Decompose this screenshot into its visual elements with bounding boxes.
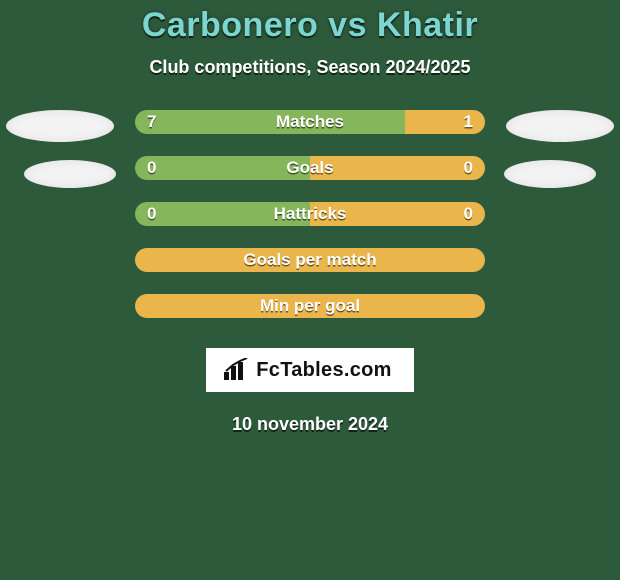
stat-row-goals-per-match: Goals per match (135, 248, 485, 272)
bars-icon (224, 358, 250, 380)
value-right: 0 (464, 202, 473, 226)
stat-rows: 7 Matches 1 0 Goals 0 0 Hattricks 0 (135, 110, 485, 318)
footer: FcTables.com 10 november 2024 (0, 340, 620, 435)
value-right: 0 (464, 156, 473, 180)
bar-left (135, 110, 405, 134)
value-left: 0 (147, 156, 156, 180)
bar-right (310, 156, 485, 180)
row-label: Matches (276, 110, 344, 134)
flag-oval-right-2 (504, 160, 596, 188)
flag-oval-left-1 (6, 110, 114, 142)
row-label: Min per goal (260, 294, 360, 318)
value-left: 7 (147, 110, 156, 134)
branding-text: FcTables.com (256, 359, 392, 381)
value-right: 1 (464, 110, 473, 134)
row-label: Goals per match (243, 248, 376, 272)
page-title: Carbonero vs Khatir (0, 6, 620, 45)
row-label: Goals (286, 156, 333, 180)
bar-left (135, 156, 310, 180)
branding-badge: FcTables.com (206, 348, 414, 392)
stat-row-hattricks: 0 Hattricks 0 (135, 202, 485, 226)
stat-row-goals: 0 Goals 0 (135, 156, 485, 180)
stat-row-matches: 7 Matches 1 (135, 110, 485, 134)
subtitle: Club competitions, Season 2024/2025 (0, 57, 620, 78)
comparison-card: Carbonero vs Khatir Club competitions, S… (0, 0, 620, 580)
chart-stage: 7 Matches 1 0 Goals 0 0 Hattricks 0 (0, 110, 620, 318)
flag-oval-left-2 (24, 160, 116, 188)
stat-row-min-per-goal: Min per goal (135, 294, 485, 318)
row-label: Hattricks (274, 202, 347, 226)
date-text: 10 november 2024 (0, 414, 620, 435)
value-left: 0 (147, 202, 156, 226)
flag-oval-right-1 (506, 110, 614, 142)
